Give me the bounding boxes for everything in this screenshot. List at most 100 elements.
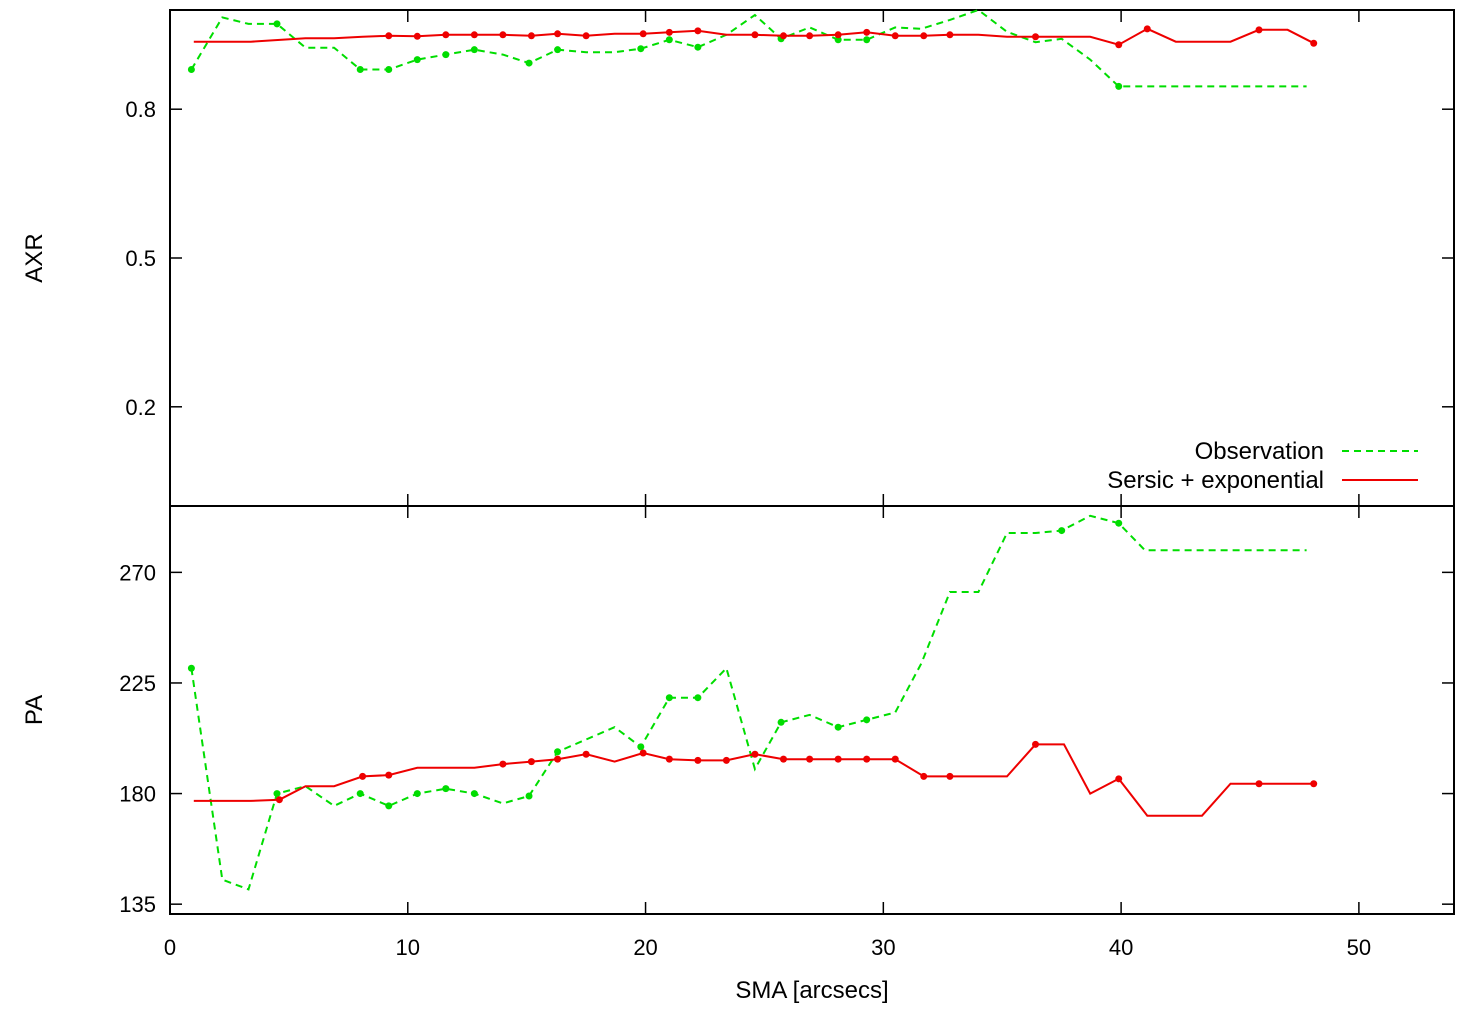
axr-model-point [582, 32, 590, 40]
pa-frame [169, 505, 1455, 915]
pa-model-point [359, 772, 367, 780]
pa-observation-point [863, 716, 871, 724]
axr-observation-point [834, 36, 842, 44]
pa-model-point [863, 755, 871, 763]
axr-model-point [751, 31, 759, 39]
axr-panel: 0.2 0.5 0.8 AXR [21, 8, 1455, 507]
pa-y-tick-label: 180 [119, 782, 156, 807]
axr-model-point [694, 27, 702, 35]
axr-model-point [1143, 25, 1151, 33]
x-tick-label: 50 [1347, 935, 1371, 960]
pa-model-point [779, 755, 787, 763]
axr-model-point [413, 32, 421, 40]
pa-observation-point [694, 694, 702, 702]
pa-model-point [275, 796, 283, 804]
axr-model-point [891, 32, 899, 40]
pa-model-point [1255, 780, 1263, 788]
pa-observation-point [273, 790, 281, 798]
x-axis-title: SMA [arcsecs] [735, 977, 888, 1004]
pa-model-point [1310, 780, 1318, 788]
axr-y-tick-label: 0.2 [125, 395, 156, 420]
axr-y-tick-label: 0.5 [125, 246, 156, 271]
x-tick-label: 30 [871, 935, 895, 960]
pa-observation-point [1115, 519, 1123, 527]
axr-model-point [385, 32, 393, 40]
pa-model-point [582, 750, 590, 758]
axr-model-point [442, 31, 450, 39]
pa-observation-point [1058, 527, 1066, 535]
pa-observation-point [356, 790, 364, 798]
axr-model-point [639, 30, 647, 38]
axr-frame [169, 9, 1455, 507]
pa-model-point [499, 760, 507, 768]
pa-model-point [527, 758, 535, 766]
pa-observation-point [525, 792, 533, 800]
axr-observation-point [637, 45, 645, 53]
pa-y-tick-label: 225 [119, 671, 156, 696]
axr-observation-point [273, 20, 281, 28]
axr-observation-point [470, 46, 478, 54]
axr-observation-point [442, 51, 450, 59]
pa-model-point [834, 755, 842, 763]
x-tick-label: 10 [396, 935, 420, 960]
x-tick-label: 20 [633, 935, 657, 960]
axr-model-point [665, 28, 673, 36]
legend-label-observation: Observation [1195, 438, 1324, 465]
pa-model-point [1115, 775, 1123, 783]
pa-model-point [920, 772, 928, 780]
pa-observation-point [442, 785, 450, 793]
axr-model-point [946, 31, 954, 39]
axr-model-point [920, 32, 928, 40]
legend-label-model: Sersic + exponential [1107, 467, 1324, 494]
pa-model-point [751, 750, 759, 758]
axr-observation-point [665, 36, 673, 44]
axr-model-point [1310, 39, 1318, 47]
axr-observation-point [385, 66, 393, 74]
pa-model-point [1032, 740, 1040, 748]
pa-model-point [665, 755, 673, 763]
pa-model-point [891, 755, 899, 763]
axr-model-point [834, 31, 842, 39]
axr-model-point [779, 32, 787, 40]
pa-model-point [722, 756, 730, 764]
axr-observation-point [863, 36, 871, 44]
pa-observation-point [554, 748, 562, 756]
pa-model-point [694, 756, 702, 764]
x-tick-label: 0 [164, 935, 176, 960]
pa-model-line [193, 743, 1314, 817]
pa-observation-line [190, 514, 1307, 891]
pa-model-point [554, 755, 562, 763]
pa-observation-point [834, 723, 842, 731]
axr-model-point [1255, 26, 1263, 34]
axr-model-point [806, 32, 814, 40]
pa-y-axis-title: PA [21, 695, 48, 725]
axr-observation-point [356, 66, 364, 74]
pa-observation-point [777, 718, 785, 726]
pa-y-tick-label: 270 [119, 560, 156, 585]
axr-observation-point [1115, 82, 1123, 90]
pa-observation-point [665, 694, 673, 702]
axr-model-point [1115, 41, 1123, 49]
pa-y-tick-label: 135 [119, 892, 156, 917]
pa-model-point [946, 772, 954, 780]
axr-model-point [554, 30, 562, 38]
pa-panel: 135 180 225 270 PA [21, 505, 1455, 917]
axr-model-point [470, 31, 478, 39]
x-tick-label: 40 [1109, 935, 1133, 960]
axr-y-tick-label: 0.8 [125, 97, 156, 122]
axr-model-point [527, 32, 535, 40]
axr-observation-point [187, 66, 195, 74]
axr-model-point [863, 28, 871, 36]
pa-observation-point [187, 664, 195, 672]
pa-observation-point [470, 790, 478, 798]
x-axis: 0 10 20 30 40 50 [164, 935, 1371, 960]
pa-observation-point [637, 743, 645, 751]
pa-observation-point [385, 802, 393, 810]
axr-observation-point [694, 43, 702, 51]
pa-model-point [639, 749, 647, 757]
axr-model-point [1032, 33, 1040, 41]
pa-model-point [385, 771, 393, 779]
axr-observation-point [413, 56, 421, 64]
